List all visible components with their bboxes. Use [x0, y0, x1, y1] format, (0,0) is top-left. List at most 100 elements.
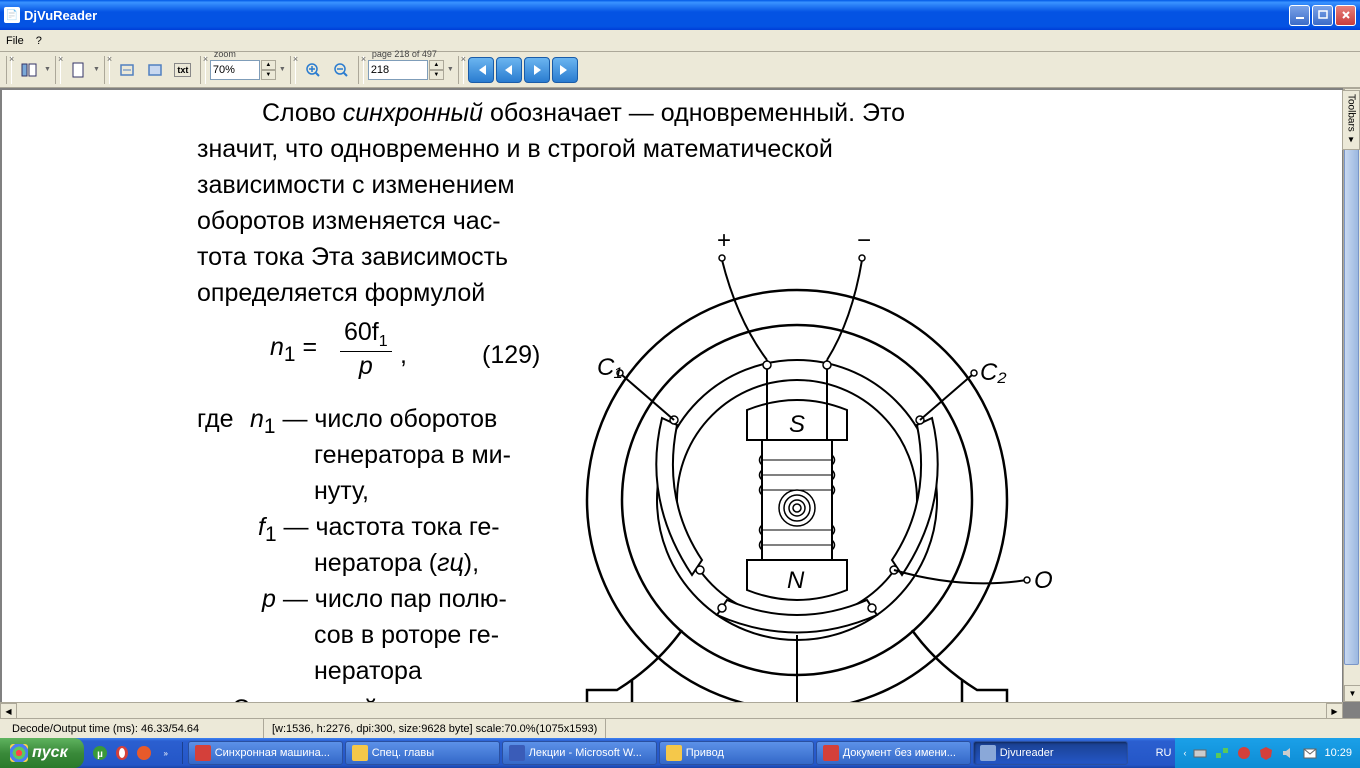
ql-app-icon[interactable]: [134, 742, 154, 764]
horizontal-scrollbar: ◀ ▶: [0, 702, 1343, 718]
task-buttons: Синхронная машина... Спец. главы Лекции - …: [183, 738, 1152, 768]
toolbar-separator: [6, 56, 12, 84]
task-label: Документ без имени...: [843, 747, 956, 759]
window-title: DjVuReader: [24, 8, 1289, 23]
menubar: File ?: [0, 30, 1360, 52]
menu-help[interactable]: ?: [36, 35, 42, 47]
status-info: [w:1536, h:2276, dpi:300, size:9628 byte…: [264, 719, 606, 738]
quick-launch: µ »: [84, 742, 183, 764]
scroll-thumb[interactable]: [1344, 105, 1359, 665]
dropdown-icon[interactable]: ▼: [279, 66, 286, 73]
diagram-o-label: O: [1034, 567, 1053, 594]
statusbar: Decode/Output time (ms): 46.33/54.64 [w:…: [0, 718, 1360, 738]
start-label: пуск: [32, 744, 68, 762]
zoom-label: zoom: [214, 49, 236, 59]
page-spinner: ▲ ▼: [429, 60, 444, 80]
diagram-c1-label: C₁: [597, 354, 622, 381]
toolbar-separator: [290, 56, 296, 84]
text-line: значит, что одновременно и в строгой мат…: [197, 132, 833, 167]
clock[interactable]: 10:29: [1324, 747, 1352, 759]
dropdown-icon[interactable]: ▼: [447, 66, 454, 73]
text-line: зависимости с изменением: [197, 168, 515, 203]
diagram-minus-label: −: [857, 227, 871, 254]
zoom-up-button[interactable]: ▲: [261, 60, 276, 70]
tray-shield-icon[interactable]: [1258, 745, 1274, 761]
toolbar: ▼ ▼ txt zoom ▲ ▼ ▼ page 218 of 497 ▲ ▼ ▼: [0, 52, 1360, 88]
diagram-plus-label: +: [717, 227, 731, 254]
toolbar-separator: [358, 56, 364, 84]
task-button[interactable]: Лекции - Microsoft W...: [502, 741, 657, 765]
task-button[interactable]: Привод: [659, 741, 814, 765]
app-icon: 📄: [4, 7, 20, 23]
text-mode-button[interactable]: txt: [170, 57, 196, 83]
diagram-s-label: S: [789, 411, 805, 438]
toolbar-separator: [55, 56, 61, 84]
text-line: Слово синхронный обозначает — одновремен…: [262, 96, 905, 131]
diagram-c2-label: C₂: [980, 359, 1006, 386]
last-page-button[interactable]: [552, 57, 578, 83]
ql-opera-icon[interactable]: [112, 742, 132, 764]
zoom-spinner: ▲ ▼: [261, 60, 276, 80]
fit-width-button[interactable]: [114, 57, 140, 83]
task-icon: [509, 745, 525, 761]
status-decode: Decode/Output time (ms): 46.33/54.64: [4, 719, 264, 738]
single-page-button[interactable]: [65, 57, 91, 83]
page-down-button[interactable]: ▼: [429, 70, 444, 80]
tray-drive-icon[interactable]: [1192, 745, 1208, 761]
task-label: Спец. главы: [372, 747, 435, 759]
prev-page-button[interactable]: [496, 57, 522, 83]
toolbar-separator: [200, 56, 206, 84]
dropdown-icon[interactable]: ▼: [93, 66, 100, 73]
fit-page-button[interactable]: [142, 57, 168, 83]
ql-expand-icon[interactable]: »: [156, 742, 176, 764]
scroll-left-button[interactable]: ◀: [0, 703, 17, 719]
titlebar: 📄 DjVuReader: [0, 0, 1360, 30]
scroll-down-button[interactable]: ▼: [1344, 685, 1360, 702]
def-f1-cont: нератора (гц),: [314, 546, 479, 581]
tray-expand-icon[interactable]: ‹: [1183, 748, 1186, 758]
dropdown-icon[interactable]: ▼: [44, 66, 51, 73]
def-p-end: нератора: [314, 654, 422, 689]
svg-text:µ: µ: [97, 749, 103, 760]
task-button[interactable]: Djvureader: [973, 741, 1128, 765]
menu-file[interactable]: File: [6, 35, 24, 47]
start-button[interactable]: пуск: [0, 738, 84, 768]
maximize-button[interactable]: [1312, 5, 1333, 26]
ql-utorrent-icon[interactable]: µ: [90, 742, 110, 764]
minimize-button[interactable]: [1289, 5, 1310, 26]
def-n1: n1 — число оборотов: [250, 402, 497, 441]
formula-comma: ,: [400, 338, 407, 373]
formula-number: (129): [482, 338, 540, 373]
text-line: оборотов изменяется час-: [197, 204, 501, 239]
task-button[interactable]: Спец. главы: [345, 741, 500, 765]
tray-volume-icon[interactable]: [1280, 745, 1296, 761]
task-icon: [666, 745, 682, 761]
language-indicator[interactable]: RU: [1152, 747, 1176, 759]
page-label: page 218 of 497: [372, 49, 437, 59]
tray-app-icon[interactable]: [1236, 745, 1252, 761]
task-label: Djvureader: [1000, 747, 1054, 759]
task-button[interactable]: Синхронная машина...: [188, 741, 343, 765]
toolbars-side-tab[interactable]: Toolbars ▾: [1342, 90, 1360, 150]
generator-diagram: + − C₁ C₂ C₃ O S N: [562, 180, 1062, 716]
taskbar: пуск µ » Синхронная машина... Спец. главы…: [0, 738, 1360, 768]
scroll-right-button[interactable]: ▶: [1326, 703, 1343, 719]
page-input[interactable]: [368, 60, 428, 80]
document-page: Слово синхронный обозначает — одновремен…: [2, 90, 1342, 716]
zoom-down-button[interactable]: ▼: [261, 70, 276, 80]
tray-network-icon[interactable]: [1214, 745, 1230, 761]
tray-mail-icon[interactable]: [1302, 745, 1318, 761]
toolbar-separator: [104, 56, 110, 84]
zoom-out-button[interactable]: [328, 57, 354, 83]
zoom-in-button[interactable]: [300, 57, 326, 83]
page-up-button[interactable]: ▲: [429, 60, 444, 70]
next-page-button[interactable]: [524, 57, 550, 83]
task-icon: [823, 745, 839, 761]
zoom-input[interactable]: [210, 60, 260, 80]
close-button[interactable]: [1335, 5, 1356, 26]
first-page-button[interactable]: [468, 57, 494, 83]
toolbar-separator: [458, 56, 464, 84]
def-f1: f1 — частота тока ге-: [258, 510, 500, 549]
task-button[interactable]: Документ без имени...: [816, 741, 971, 765]
view-mode-button[interactable]: [16, 57, 42, 83]
